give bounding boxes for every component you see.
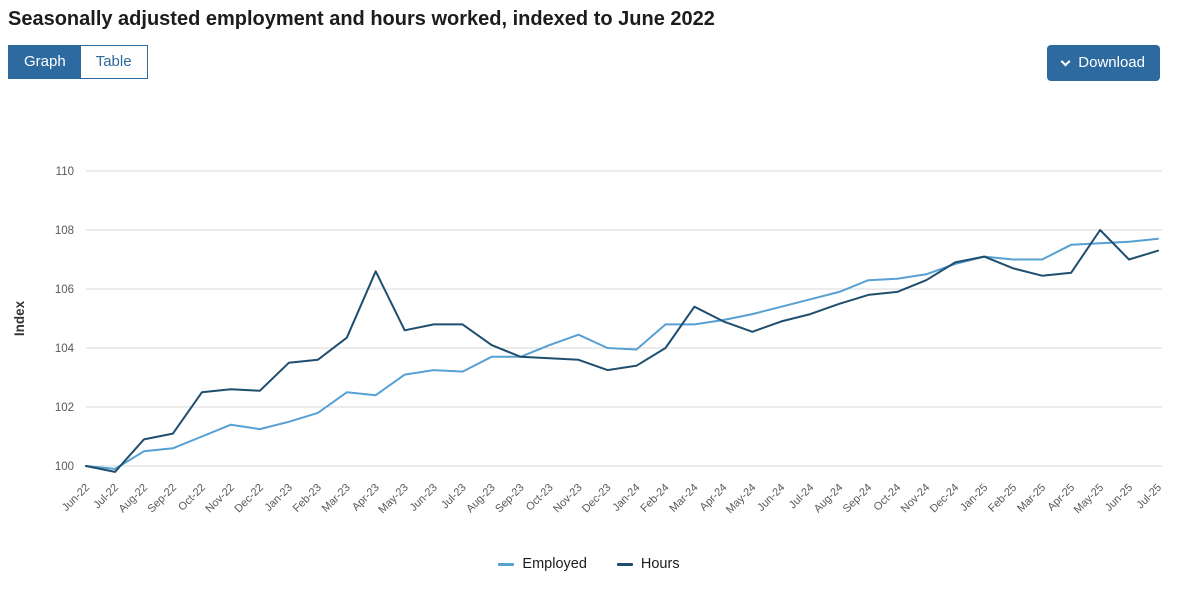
legend-item-employed[interactable]: Employed	[498, 556, 587, 572]
chart-legend: Employed Hours	[8, 556, 1170, 572]
x-tick-label: Nov-22	[203, 482, 237, 516]
x-tick-label: Dec-24	[928, 482, 962, 516]
legend-label-employed: Employed	[522, 556, 587, 572]
tab-table[interactable]: Table	[80, 46, 147, 78]
x-tick-label: Jun-24	[755, 482, 787, 514]
legend-label-hours: Hours	[640, 556, 680, 572]
x-tick-label: Oct-22	[176, 482, 208, 514]
x-tick-label: Mar-24	[667, 482, 700, 515]
y-tick-label: 100	[55, 461, 74, 473]
x-tick-label: Jun-23	[408, 482, 440, 514]
x-tick-label: Sep-24	[841, 482, 875, 516]
download-label: Download	[1078, 54, 1145, 71]
y-tick-label: 102	[55, 402, 74, 414]
y-tick-label: 108	[55, 225, 74, 237]
y-axis-label: Index	[12, 300, 27, 336]
x-tick-label: Jan-24	[610, 482, 642, 514]
x-tick-label: Jan-25	[958, 482, 990, 514]
x-tick-label: May-23	[376, 482, 410, 516]
x-tick-label: Feb-24	[638, 482, 671, 515]
x-tick-label: Oct-24	[872, 482, 904, 514]
employed-swatch	[498, 562, 515, 566]
x-tick-label: Dec-23	[580, 482, 614, 516]
employed-line	[85, 237, 1159, 470]
employment-hours-chart: 100 102 104 106 108 110 Index Jun-22 Jul-22 Aug-2…	[8, 115, 1170, 552]
x-tick-label: Aug-23	[464, 482, 498, 516]
download-button[interactable]: Download	[1047, 45, 1160, 81]
x-tick-label: Oct-23	[524, 482, 556, 514]
x-tick-label: Feb-25	[986, 482, 1019, 515]
x-tick-label: Jul-25	[1134, 482, 1164, 512]
x-tick-label: Aug-22	[116, 482, 150, 516]
x-tick-label: Sep-23	[493, 482, 527, 516]
hours-swatch	[616, 562, 633, 566]
x-tick-label: Sep-22	[145, 482, 179, 516]
x-tick-label: Aug-24	[812, 482, 846, 516]
x-tick-label: Mar-23	[320, 482, 353, 515]
view-toggle: Graph Table	[8, 45, 148, 79]
chevron-down-icon	[1060, 56, 1071, 66]
x-tick-label: Nov-23	[551, 482, 585, 516]
x-tick-label: May-25	[1072, 482, 1106, 516]
y-tick-label: 104	[55, 343, 75, 355]
page-title: Seasonally adjusted employment and hours…	[8, 8, 715, 30]
x-tick-label: Jun-22	[60, 482, 92, 514]
hours-line	[85, 229, 1159, 473]
page: Seasonally adjusted employment and hours…	[8, 8, 1170, 572]
toolbar: Graph Table Download	[8, 45, 1170, 81]
x-tick-label: Jan-23	[263, 482, 295, 514]
x-tick-label: Jun-25	[1103, 482, 1135, 514]
x-tick-label: Mar-25	[1015, 482, 1048, 515]
tab-graph[interactable]: Graph	[9, 46, 81, 78]
legend-item-hours[interactable]: Hours	[616, 556, 680, 572]
y-tick-label: 110	[56, 166, 74, 178]
x-tick-label: Dec-22	[232, 482, 266, 516]
y-tick-label: 106	[55, 284, 74, 296]
x-tick-label: Nov-24	[899, 482, 933, 516]
x-tick-label: Feb-23	[291, 482, 324, 515]
x-tick-label: May-24	[724, 482, 758, 516]
